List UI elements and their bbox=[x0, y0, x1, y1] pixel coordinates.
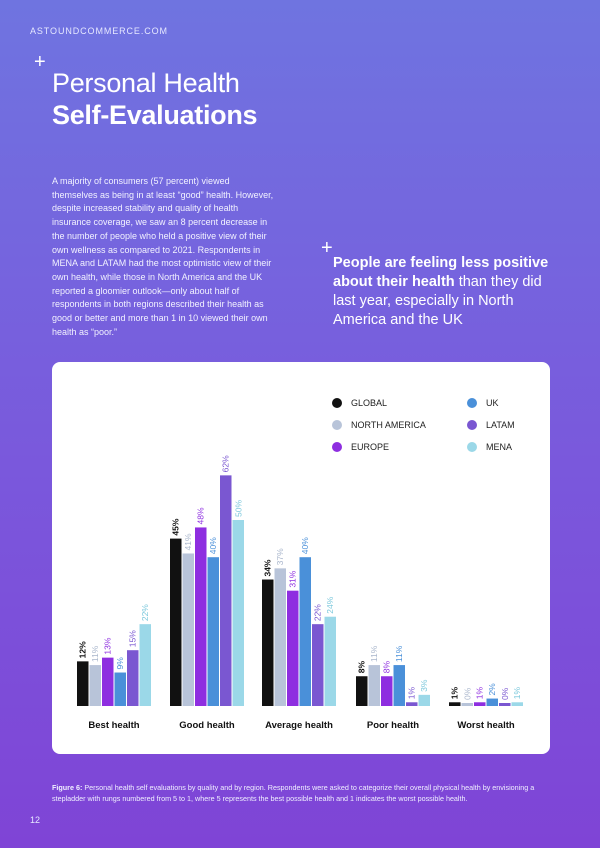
data-label: 1% bbox=[512, 687, 522, 700]
category-label: Good health bbox=[179, 720, 235, 731]
legend-label: GLOBAL bbox=[351, 398, 388, 408]
intro-paragraph: A majority of consumers (57 percent) vie… bbox=[52, 176, 274, 337]
category-label: Average health bbox=[265, 720, 333, 731]
bar-north-america-3 bbox=[368, 665, 380, 706]
bar-global-1 bbox=[170, 538, 182, 706]
bar-uk-0 bbox=[114, 672, 126, 706]
data-label: 13% bbox=[103, 637, 113, 654]
bar-global-3 bbox=[356, 676, 368, 706]
page-title-line2: Self-Evaluations bbox=[52, 100, 258, 130]
legend-swatch bbox=[332, 420, 342, 430]
bar-north-america-0 bbox=[89, 665, 101, 706]
legend-label: MENA bbox=[486, 442, 513, 452]
legend-item-global: GLOBAL bbox=[332, 398, 387, 408]
brand-url: ASTOUNDCOMMERCE.COM bbox=[30, 26, 168, 36]
legend-swatch bbox=[467, 398, 477, 408]
bar-global-0 bbox=[77, 661, 89, 706]
page-title-line1: Personal Health bbox=[52, 68, 240, 98]
data-label: 3% bbox=[419, 679, 429, 692]
legend-item-north-america: NORTH AMERICA bbox=[332, 420, 426, 430]
data-label: 41% bbox=[183, 533, 193, 550]
bar-latam-4 bbox=[499, 703, 511, 706]
bar-uk-4 bbox=[486, 698, 498, 706]
bar-chart: 12% 11% 13%9%15%22%Best health45%41%48%40%… bbox=[77, 455, 523, 731]
bar-mena-4 bbox=[511, 702, 523, 706]
bar-north-america-1 bbox=[182, 553, 194, 706]
data-label: 12% bbox=[78, 641, 88, 658]
bar-uk-3 bbox=[393, 665, 405, 706]
bar-europe-4 bbox=[474, 702, 486, 706]
caption-label: Figure 6: bbox=[52, 783, 83, 792]
data-label: 40% bbox=[208, 537, 218, 554]
callout-quote: People are feeling less positive about t… bbox=[333, 254, 563, 330]
data-label: 11% bbox=[394, 645, 404, 662]
plus-mark-icon: + bbox=[34, 51, 46, 73]
figure-caption: Figure 6: Personal health self evaluatio… bbox=[52, 783, 550, 804]
callout-bold: People are feeling less positive about t… bbox=[333, 255, 549, 290]
bar-europe-1 bbox=[195, 527, 207, 706]
data-label: 48% bbox=[196, 507, 206, 524]
bar-latam-2 bbox=[312, 624, 324, 706]
legend-label: LATAM bbox=[486, 420, 515, 430]
bar-europe-0 bbox=[102, 657, 114, 706]
data-label: 1% bbox=[475, 687, 485, 700]
data-label: 8% bbox=[382, 661, 392, 674]
data-label: 9% bbox=[115, 657, 125, 670]
legend-swatch bbox=[332, 442, 342, 452]
plus-mark-icon: + bbox=[321, 237, 333, 259]
legend-item-latam: LATAM bbox=[467, 420, 515, 430]
bar-north-america-4 bbox=[461, 703, 473, 706]
bar-latam-1 bbox=[220, 475, 232, 706]
category-label: Best health bbox=[88, 720, 139, 731]
data-label: 15% bbox=[128, 630, 138, 647]
legend-swatch bbox=[467, 442, 477, 452]
legend-label: UK bbox=[486, 398, 499, 408]
legend-item-uk: UK bbox=[467, 398, 499, 408]
bar-europe-3 bbox=[381, 676, 393, 706]
data-label: 37% bbox=[275, 548, 285, 565]
data-label: 22% bbox=[140, 604, 150, 621]
data-label: 34% bbox=[263, 559, 273, 576]
data-label: 0% bbox=[462, 687, 472, 700]
data-label: 11% bbox=[90, 645, 100, 662]
bar-uk-1 bbox=[207, 557, 219, 706]
legend-label: NORTH AMERICA bbox=[351, 420, 426, 430]
bar-global-4 bbox=[449, 702, 461, 706]
bar-north-america-2 bbox=[274, 568, 286, 706]
caption-text: Personal health self evaluations by qual… bbox=[52, 783, 535, 803]
bar-mena-3 bbox=[418, 694, 430, 706]
data-label: 31% bbox=[288, 570, 298, 587]
legend-item-mena: MENA bbox=[467, 442, 512, 452]
data-label: 40% bbox=[300, 537, 310, 554]
legend-swatch bbox=[467, 420, 477, 430]
data-label: 22% bbox=[313, 604, 323, 621]
legend-swatch bbox=[332, 398, 342, 408]
data-label: 1% bbox=[450, 687, 460, 700]
data-label: 50% bbox=[233, 500, 243, 517]
category-label: Poor health bbox=[367, 720, 419, 731]
bar-uk-2 bbox=[299, 557, 311, 706]
data-label: 11% bbox=[369, 645, 379, 662]
bar-latam-0 bbox=[127, 650, 139, 706]
bar-latam-3 bbox=[406, 702, 418, 706]
data-label: 1% bbox=[407, 687, 417, 700]
legend-label: EUROPE bbox=[351, 442, 390, 452]
legend-item-europe: EUROPE bbox=[332, 442, 389, 452]
chart-card: GLOBAL UK NORTH AMERICA LATAM EUROPE MENA 12%… bbox=[52, 362, 550, 754]
data-label: 0% bbox=[500, 687, 510, 700]
data-label: 8% bbox=[357, 661, 367, 674]
page-number: 12 bbox=[30, 815, 41, 825]
bar-mena-2 bbox=[324, 616, 336, 706]
callout-rest: than they did last year, especially in N… bbox=[333, 274, 542, 328]
bar-europe-2 bbox=[287, 590, 299, 706]
data-label: 45% bbox=[171, 518, 181, 535]
bar-mena-1 bbox=[232, 520, 244, 706]
category-label: Worst health bbox=[457, 720, 515, 731]
data-label: 2% bbox=[487, 683, 497, 696]
data-label: 62% bbox=[221, 455, 231, 472]
data-label: 24% bbox=[325, 596, 335, 613]
bar-global-2 bbox=[262, 579, 274, 706]
bar-mena-0 bbox=[139, 624, 151, 706]
